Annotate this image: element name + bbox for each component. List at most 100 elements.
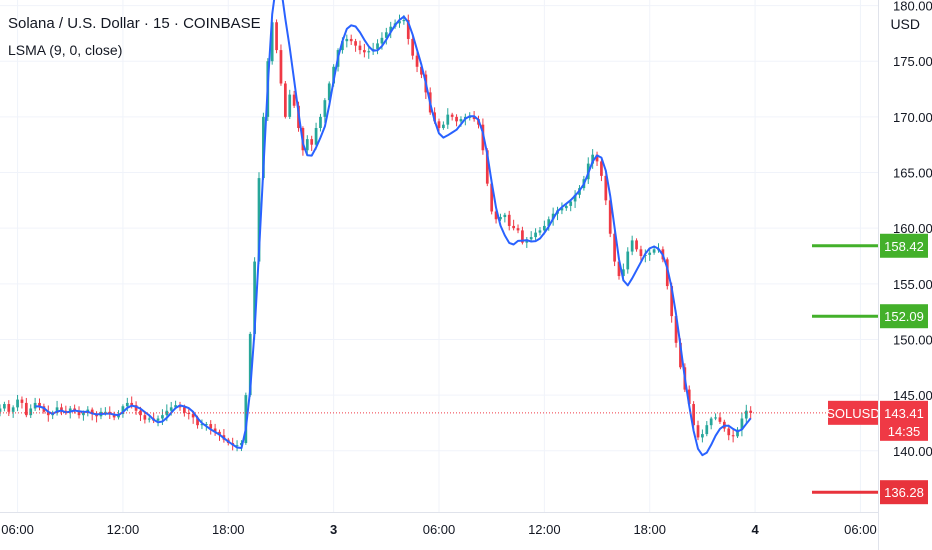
candle-body [709,418,713,426]
candle-body [490,183,494,212]
candle-body [0,408,2,412]
candle-body [389,26,393,33]
candle-body [121,406,125,415]
candle-body [534,232,537,238]
candle-body [442,124,445,128]
candle-body [46,411,50,416]
time-tick-label: 06:00 [1,522,34,537]
level-badge [880,304,928,329]
symbol-label: SOLUSD [826,406,879,421]
candle-body [213,428,217,432]
candle-body [630,240,634,252]
candle-body [314,128,318,145]
candle-body [538,230,542,233]
candle-body [275,22,278,51]
candle-body [187,412,191,415]
candle-body [591,154,595,164]
candle-body [323,100,327,117]
time-tick-label: 12:00 [528,522,561,537]
candle-body [499,217,502,220]
candle-body [292,94,296,106]
candle-body [494,211,498,220]
candle-body [701,434,704,438]
candle-body [253,261,256,334]
candle-body [472,116,476,120]
candle-body [450,114,454,117]
candle-body [639,249,643,256]
candle-body [11,407,15,412]
candle-body [696,425,700,438]
candle-body [406,20,410,39]
candle-body [622,269,625,277]
price-tick-label: 180.00 [893,0,932,14]
candle-body [134,405,138,411]
candle-body [367,51,371,53]
time-tick-label: 06:00 [423,522,456,537]
candle-body [235,445,239,447]
candle-body [635,240,638,250]
symbol-title[interactable]: Solana / U.S. Dollar · 15 · COINBASE [8,15,261,32]
candle-body [204,424,208,426]
countdown-label: 14:35 [888,424,921,439]
candle-body [542,225,546,231]
candle-body [608,200,612,234]
price-tick-label: 175.00 [893,54,932,69]
time-tick-label: 18:00 [212,522,245,537]
candle-body [279,50,283,84]
candle-body [376,43,379,49]
candle-body [705,425,709,435]
candle-body [327,83,331,101]
candle-body [648,252,652,255]
candle-body [402,20,406,22]
level-label: 158.42 [884,239,924,254]
currency-label[interactable]: USD [890,16,920,32]
candle-body [354,41,357,46]
candle-body [652,249,656,253]
candle-body [384,32,388,38]
price-tick-label: 155.00 [893,277,932,292]
candle-body [547,219,551,226]
candle-body [196,417,199,426]
candle-body [516,228,520,231]
symbol-badge [828,400,878,425]
candle-body [485,150,489,184]
candle-body [358,45,362,51]
candle-body [60,407,63,411]
candle-body [740,418,744,430]
candle-body [7,404,11,412]
candle-body [411,38,415,56]
candle-body [161,415,164,419]
indicator-legend[interactable]: LSMA (9, 0, close) [8,42,123,58]
candle-body [64,410,68,412]
candle-body [174,405,177,408]
candle-body [38,402,41,407]
candle-body [569,201,573,206]
time-tick-label: 06:00 [844,522,877,537]
candle-body [749,410,753,413]
candle-body [103,411,107,413]
candle-body [718,417,722,422]
candle-body [270,22,274,62]
candle-body [68,408,72,412]
candle-body [731,435,735,437]
price-tick-label: 170.00 [893,110,932,125]
candle-body [156,418,160,421]
candle-body [349,38,353,42]
candle-body [398,21,401,24]
candle-body [16,399,19,408]
price-tick-label: 150.00 [893,332,932,347]
candle-body [310,139,314,145]
candle-body [77,410,81,416]
candle-body [363,50,366,53]
candle-body [560,208,564,211]
candle-body [29,408,33,416]
candle-body [415,55,419,67]
time-tick-label: 12:00 [107,522,140,537]
candle-body [600,161,603,176]
candle-body [147,418,151,420]
candle-body [139,410,142,416]
level-badge [880,233,928,258]
